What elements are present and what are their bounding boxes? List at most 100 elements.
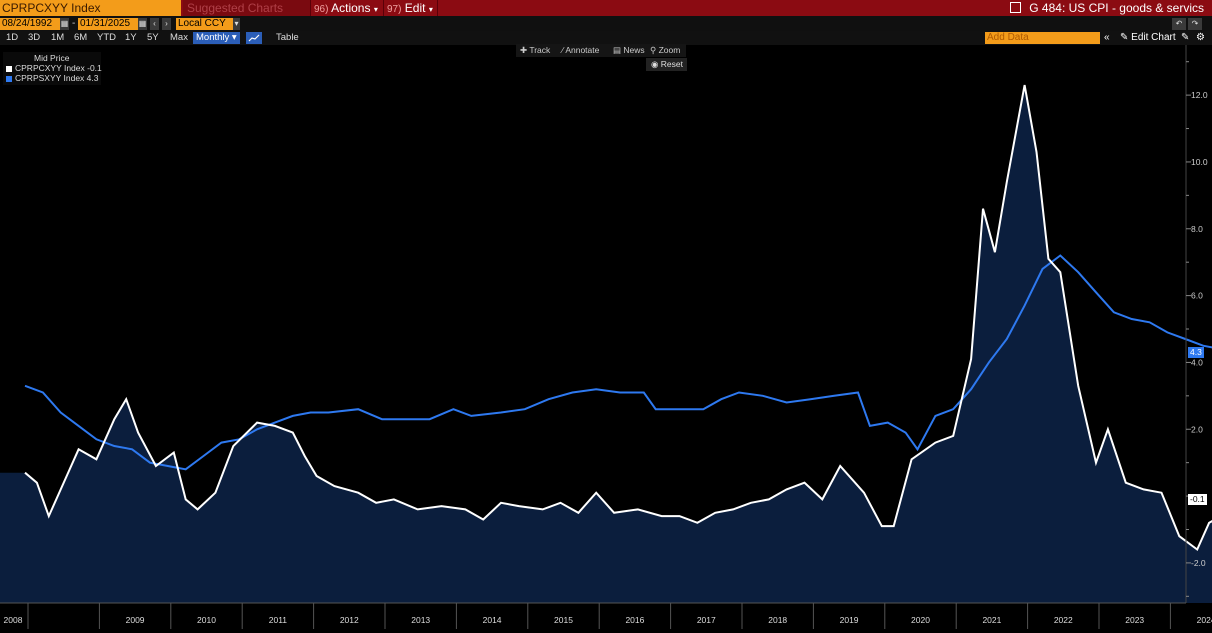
period-bar: 1D 3D 1M 6M YTD 1Y 5Y Max Monthly ▾ Tabl… bbox=[0, 31, 1212, 45]
news-icon: ▤ bbox=[613, 45, 622, 55]
x-tick-label: 2014 bbox=[483, 615, 502, 625]
x-tick-label: 2021 bbox=[982, 615, 1001, 625]
next-arrow-icon[interactable]: › bbox=[162, 18, 171, 30]
x-tick-label: 2017 bbox=[697, 615, 716, 625]
y-tick-label: 6.0 bbox=[1191, 291, 1203, 301]
edit-menu[interactable]: 97) Edit ▾ bbox=[385, 0, 437, 16]
x-tick-label: 2013 bbox=[411, 615, 430, 625]
add-data-input[interactable]: Add Data bbox=[985, 32, 1100, 44]
magnifier-icon: ⚲ bbox=[650, 45, 657, 55]
start-date-field[interactable]: 08/24/1992 bbox=[0, 18, 62, 30]
external-link-icon[interactable] bbox=[1010, 2, 1022, 13]
services-last-value: 4.3 bbox=[1188, 347, 1204, 359]
date-dash: - bbox=[72, 18, 76, 29]
edit-label: Edit bbox=[404, 1, 426, 15]
x-tick-label: 2009 bbox=[126, 615, 145, 625]
edit-chart-button[interactable]: ✎ Edit Chart bbox=[1120, 32, 1176, 44]
y-tick-label: 10.0 bbox=[1191, 157, 1208, 167]
chart-legend: Mid Price CPRPCXYY Index -0.1 CPRPSXYY I… bbox=[3, 52, 102, 85]
annotate-label: Annotate bbox=[565, 45, 600, 55]
calendar-icon[interactable]: ▦ bbox=[60, 18, 69, 30]
divider bbox=[310, 0, 311, 16]
chevron-down-icon: ▾ bbox=[428, 5, 433, 14]
period-max[interactable]: Max bbox=[170, 32, 188, 43]
currency-select[interactable]: Local CCY bbox=[176, 18, 236, 30]
edit-chart-label: Edit Chart bbox=[1131, 32, 1176, 43]
period-ytd[interactable]: YTD bbox=[97, 32, 116, 43]
legend-label: CPRPCXYY Index -0.1 bbox=[15, 63, 102, 73]
redo-icon[interactable]: ↷ bbox=[1188, 18, 1202, 30]
y-tick-label: -2.0 bbox=[1191, 558, 1206, 568]
ticker-input[interactable]: CPRPCXYY Index bbox=[0, 0, 181, 16]
collapse-icon[interactable]: « bbox=[1104, 32, 1110, 43]
legend-title: Mid Price bbox=[34, 53, 70, 63]
y-tick-label: 4.0 bbox=[1191, 357, 1203, 367]
legend-entry-goods[interactable]: CPRPCXYY Index -0.1 bbox=[6, 63, 102, 73]
frequency-select[interactable]: Monthly ▾ bbox=[193, 32, 240, 44]
divider bbox=[383, 0, 384, 16]
date-range-bar: 08/24/1992 ▦ - 01/31/2025 ▦ ‹ › Local CC… bbox=[0, 16, 1212, 31]
top-toolbar: CPRPCXYY Index Suggested Charts 96) Acti… bbox=[0, 0, 1212, 16]
legend-label: CPRPSXYY Index 4.3 bbox=[15, 73, 99, 83]
x-tick-label: 2020 bbox=[911, 615, 930, 625]
reset-icon: ◉ bbox=[651, 59, 659, 69]
x-tick-label: 2011 bbox=[269, 615, 288, 625]
period-1d[interactable]: 1D bbox=[6, 32, 19, 43]
goods-series-line bbox=[24, 84, 1212, 552]
x-tick-label: 2023 bbox=[1125, 615, 1144, 625]
line-chart-icon[interactable] bbox=[246, 32, 262, 44]
track-label: Track bbox=[529, 45, 551, 55]
zoom-label: Zoom bbox=[658, 45, 681, 55]
period-3d[interactable]: 3D bbox=[28, 32, 41, 43]
x-axis-band bbox=[0, 603, 1212, 633]
track-tool[interactable]: ✚ Track bbox=[520, 44, 550, 57]
zoom-tool[interactable]: ⚲ Zoom bbox=[650, 44, 680, 57]
x-tick-label: 2015 bbox=[554, 615, 573, 625]
legend-swatch bbox=[6, 65, 12, 72]
x-tick-label: 2008 bbox=[4, 615, 23, 625]
security-title: G 484: US CPI - goods & servics bbox=[1029, 1, 1204, 15]
x-tick-label: 2010 bbox=[197, 615, 216, 625]
legend-swatch bbox=[6, 75, 12, 82]
x-tick-label: 2024 bbox=[1197, 615, 1212, 625]
edit-mnemonic: 97) bbox=[387, 4, 402, 15]
chevron-down-icon: ▾ bbox=[231, 32, 237, 43]
x-tick-label: 2022 bbox=[1054, 615, 1073, 625]
x-tick-label: 2018 bbox=[768, 615, 787, 625]
end-date-field[interactable]: 01/31/2025 bbox=[78, 18, 140, 30]
period-1y[interactable]: 1Y bbox=[125, 32, 137, 43]
calendar-icon[interactable]: ▦ bbox=[138, 18, 147, 30]
legend-entry-services[interactable]: CPRPSXYY Index 4.3 bbox=[6, 73, 98, 83]
frequency-label: Monthly bbox=[196, 32, 230, 43]
news-label: News bbox=[623, 45, 645, 55]
gear-icon[interactable]: ⚙ bbox=[1196, 32, 1205, 43]
y-tick-label: 12.0 bbox=[1191, 90, 1208, 100]
actions-label: Actions bbox=[331, 1, 371, 15]
annotate-tool[interactable]: ∕ Annotate bbox=[562, 44, 599, 57]
chart-tools: ✚ Track ∕ Annotate ▤ News ⚲ Zoom bbox=[516, 44, 686, 57]
undo-icon[interactable]: ↶ bbox=[1172, 18, 1186, 30]
period-6m[interactable]: 6M bbox=[74, 32, 88, 43]
actions-mnemonic: 96) bbox=[314, 4, 329, 15]
crosshair-icon: ✚ bbox=[520, 45, 528, 55]
x-tick-label: 2016 bbox=[625, 615, 644, 625]
pencil-icon: ✎ bbox=[1120, 32, 1129, 43]
chart-canvas[interactable]: -2.0 2.0 4.0 6.0 8.0 10.0 12.0 2008 2009 2010 2011… bbox=[0, 45, 1212, 633]
chevron-down-icon: ▾ bbox=[373, 5, 378, 14]
period-1m[interactable]: 1M bbox=[51, 32, 65, 43]
actions-menu[interactable]: 96) Actions ▾ bbox=[312, 0, 382, 16]
period-5y[interactable]: 5Y bbox=[147, 32, 159, 43]
suggested-charts-button[interactable]: Suggested Charts bbox=[183, 0, 310, 16]
prev-arrow-icon[interactable]: ‹ bbox=[150, 18, 159, 30]
goods-area-fill bbox=[0, 85, 1212, 603]
chevron-down-icon[interactable]: ▾ bbox=[233, 18, 240, 30]
table-button[interactable]: Table bbox=[276, 32, 299, 43]
y-tick-label: 8.0 bbox=[1191, 224, 1203, 234]
services-series-line bbox=[24, 254, 1212, 471]
news-tool[interactable]: ▤ News bbox=[613, 44, 645, 57]
x-tick-label: 2019 bbox=[840, 615, 859, 625]
pencil-icon[interactable]: ✎ bbox=[1181, 32, 1190, 43]
page-title: G 484: US CPI - goods & servics bbox=[1010, 0, 1204, 16]
reset-button[interactable]: ◉ Reset bbox=[646, 58, 687, 71]
reset-label: Reset bbox=[660, 59, 684, 69]
